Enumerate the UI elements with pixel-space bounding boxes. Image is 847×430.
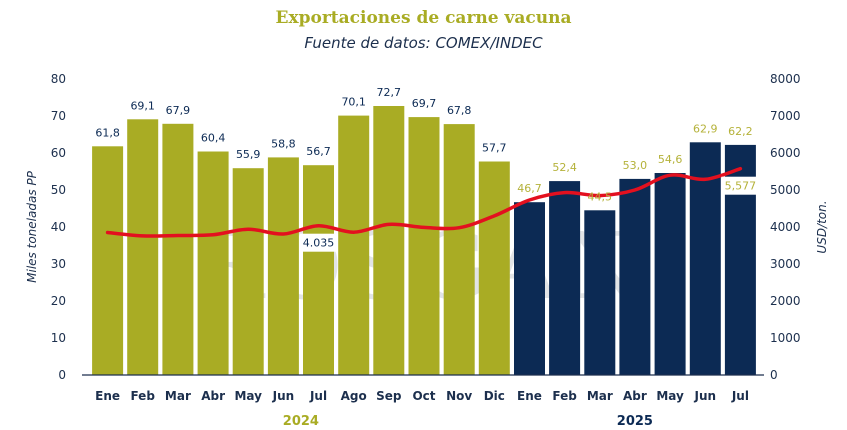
bar-label-6: 56,7 (306, 145, 331, 158)
price-label-1: 5,577 (725, 180, 757, 193)
bar-label-5: 58,8 (271, 137, 296, 150)
y-tick-left-5: 50 (51, 183, 66, 197)
x-tick-8: Sep (376, 389, 402, 403)
x-tick-16: May (656, 389, 684, 403)
bar-8 (373, 106, 405, 375)
y-tick-right-7: 7000 (770, 109, 801, 123)
x-tick-15: Abr (623, 389, 647, 403)
bar-label-7: 70,1 (341, 96, 366, 109)
x-tick-13: Feb (552, 389, 577, 403)
bar-label-13: 52,4 (552, 161, 577, 174)
price-line (105, 166, 743, 238)
x-tick-0: Ene (95, 389, 120, 403)
bar-label-16: 54,6 (658, 153, 683, 166)
y-tick-left-2: 20 (51, 294, 66, 308)
y-tick-right-2: 2000 (770, 294, 801, 308)
bar-3 (197, 151, 229, 375)
y-tick-right-4: 4000 (770, 220, 801, 234)
price-label-box-0 (299, 233, 338, 252)
bar-label-1: 69,1 (130, 99, 155, 112)
chart-title: Exportaciones de carne vacuna (275, 8, 572, 28)
bar-13 (549, 181, 581, 375)
x-tick-9: Oct (412, 389, 435, 403)
bar-7 (338, 115, 370, 375)
year-label-2024: 2024 (283, 414, 319, 429)
bar-label-2: 67,9 (166, 104, 191, 117)
y-tick-right-1: 1000 (770, 331, 801, 345)
x-tick-1: Feb (130, 389, 155, 403)
y-tick-left-0: 0 (58, 368, 66, 382)
x-tick-10: Nov (446, 389, 472, 403)
x-tick-2: Mar (165, 389, 191, 403)
y-tick-right-0: 0 (770, 368, 778, 382)
bar-4 (232, 168, 264, 375)
bar-14 (584, 210, 616, 375)
y-tick-right-8: 8000 (770, 72, 801, 86)
bar-label-0: 61,8 (95, 126, 120, 139)
x-tick-12: Ene (517, 389, 542, 403)
bar-label-9: 69,7 (412, 97, 437, 110)
bar-label-10: 67,8 (447, 104, 472, 117)
bar-15 (619, 178, 651, 375)
x-tick-18: Jul (731, 389, 749, 403)
y-tick-left-7: 70 (51, 109, 66, 123)
year-label-2025: 2025 (617, 414, 653, 429)
bar-9 (408, 117, 440, 375)
y-tick-left-4: 40 (51, 220, 66, 234)
bar-label-4: 55,9 (236, 148, 261, 161)
bar-2 (162, 123, 194, 375)
bar-11 (478, 161, 510, 375)
bar-label-8: 72,7 (377, 86, 402, 99)
bar-6 (303, 165, 334, 375)
x-tick-14: Mar (587, 389, 613, 403)
bar-label-18: 62,2 (728, 125, 753, 138)
y-tick-right-6: 6000 (770, 146, 801, 160)
x-tick-7: Ago (341, 389, 367, 403)
bar-label-12: 46,7 (517, 182, 542, 195)
bar-label-14: 44,5 (588, 190, 613, 203)
bar-5 (267, 157, 299, 375)
bar-17 (689, 142, 721, 375)
x-tick-17: Jun (694, 389, 717, 403)
bar-16 (654, 173, 686, 375)
y-axis-label-right: USD/ton. (815, 200, 829, 253)
x-tick-4: May (234, 389, 262, 403)
x-tick-6: Jul (309, 389, 327, 403)
bar-10 (443, 124, 475, 375)
bar-0 (92, 146, 124, 375)
y-tick-left-1: 10 (51, 331, 66, 345)
price-label-0: 4.035 (303, 237, 335, 250)
x-tick-3: Abr (201, 389, 225, 403)
y-tick-right-3: 3000 (770, 257, 801, 271)
bar-label-17: 62,9 (693, 122, 718, 135)
bar-label-11: 57,7 (482, 142, 507, 155)
bar-12 (514, 202, 545, 375)
price-label-box-1 (721, 176, 760, 195)
y-tick-left-8: 80 (51, 72, 66, 86)
y-tick-left-6: 60 (51, 146, 66, 160)
y-tick-right-5: 5000 (770, 183, 801, 197)
bar-label-3: 60,4 (201, 132, 226, 145)
y-tick-left-3: 30 (51, 257, 66, 271)
chart-subtitle: Fuente de datos: COMEX/INDEC (304, 34, 543, 52)
bar-1 (127, 119, 159, 375)
x-tick-5: Jun (272, 389, 295, 403)
bar-label-15: 53,0 (623, 159, 648, 172)
x-tick-11: Dic (484, 389, 505, 403)
y-axis-label-left: Miles toneladas PP (25, 170, 39, 282)
